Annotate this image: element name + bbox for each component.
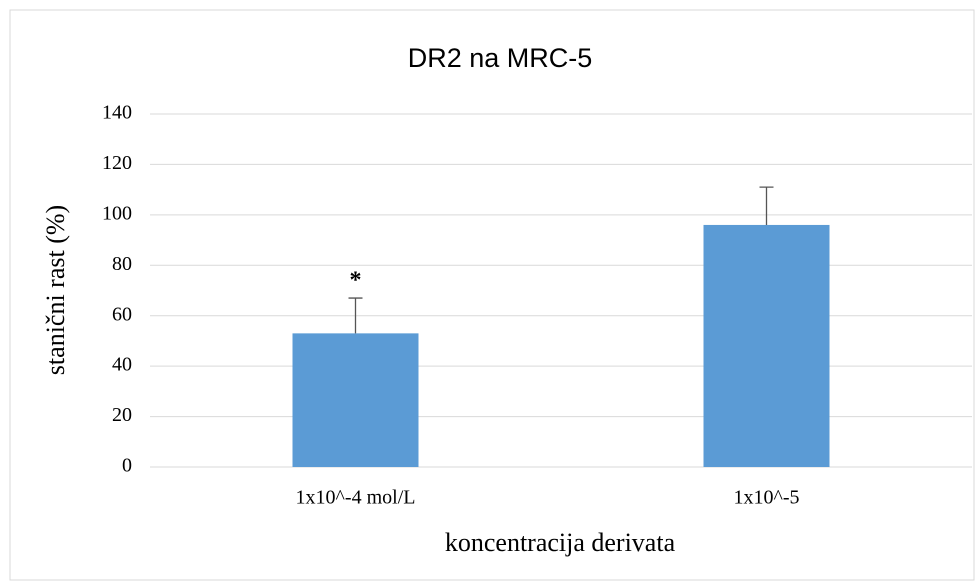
y-tick-label: 100 bbox=[102, 202, 132, 224]
annotation: * bbox=[350, 268, 362, 294]
chart-title: DR2 na MRC-5 bbox=[408, 43, 593, 73]
y-tick-label: 40 bbox=[112, 354, 132, 376]
y-tick-label: 80 bbox=[112, 253, 132, 275]
x-axis-label: koncentracija derivata bbox=[445, 528, 676, 557]
error-bar bbox=[348, 297, 363, 334]
y-tick-label: 140 bbox=[102, 102, 132, 124]
y-tick-label: 60 bbox=[112, 303, 132, 325]
bar bbox=[292, 333, 419, 467]
bar bbox=[703, 224, 830, 467]
y-tick-label: 0 bbox=[122, 455, 132, 477]
error-bar bbox=[759, 186, 774, 225]
y-axis-label: stanični rast (%) bbox=[41, 205, 70, 375]
x-tick-label: 1x10^-5 bbox=[733, 487, 799, 509]
y-tick-label: 120 bbox=[102, 152, 132, 174]
y-tick-label: 20 bbox=[112, 404, 132, 426]
x-tick-label: 1x10^-4 mol/L bbox=[296, 487, 416, 509]
